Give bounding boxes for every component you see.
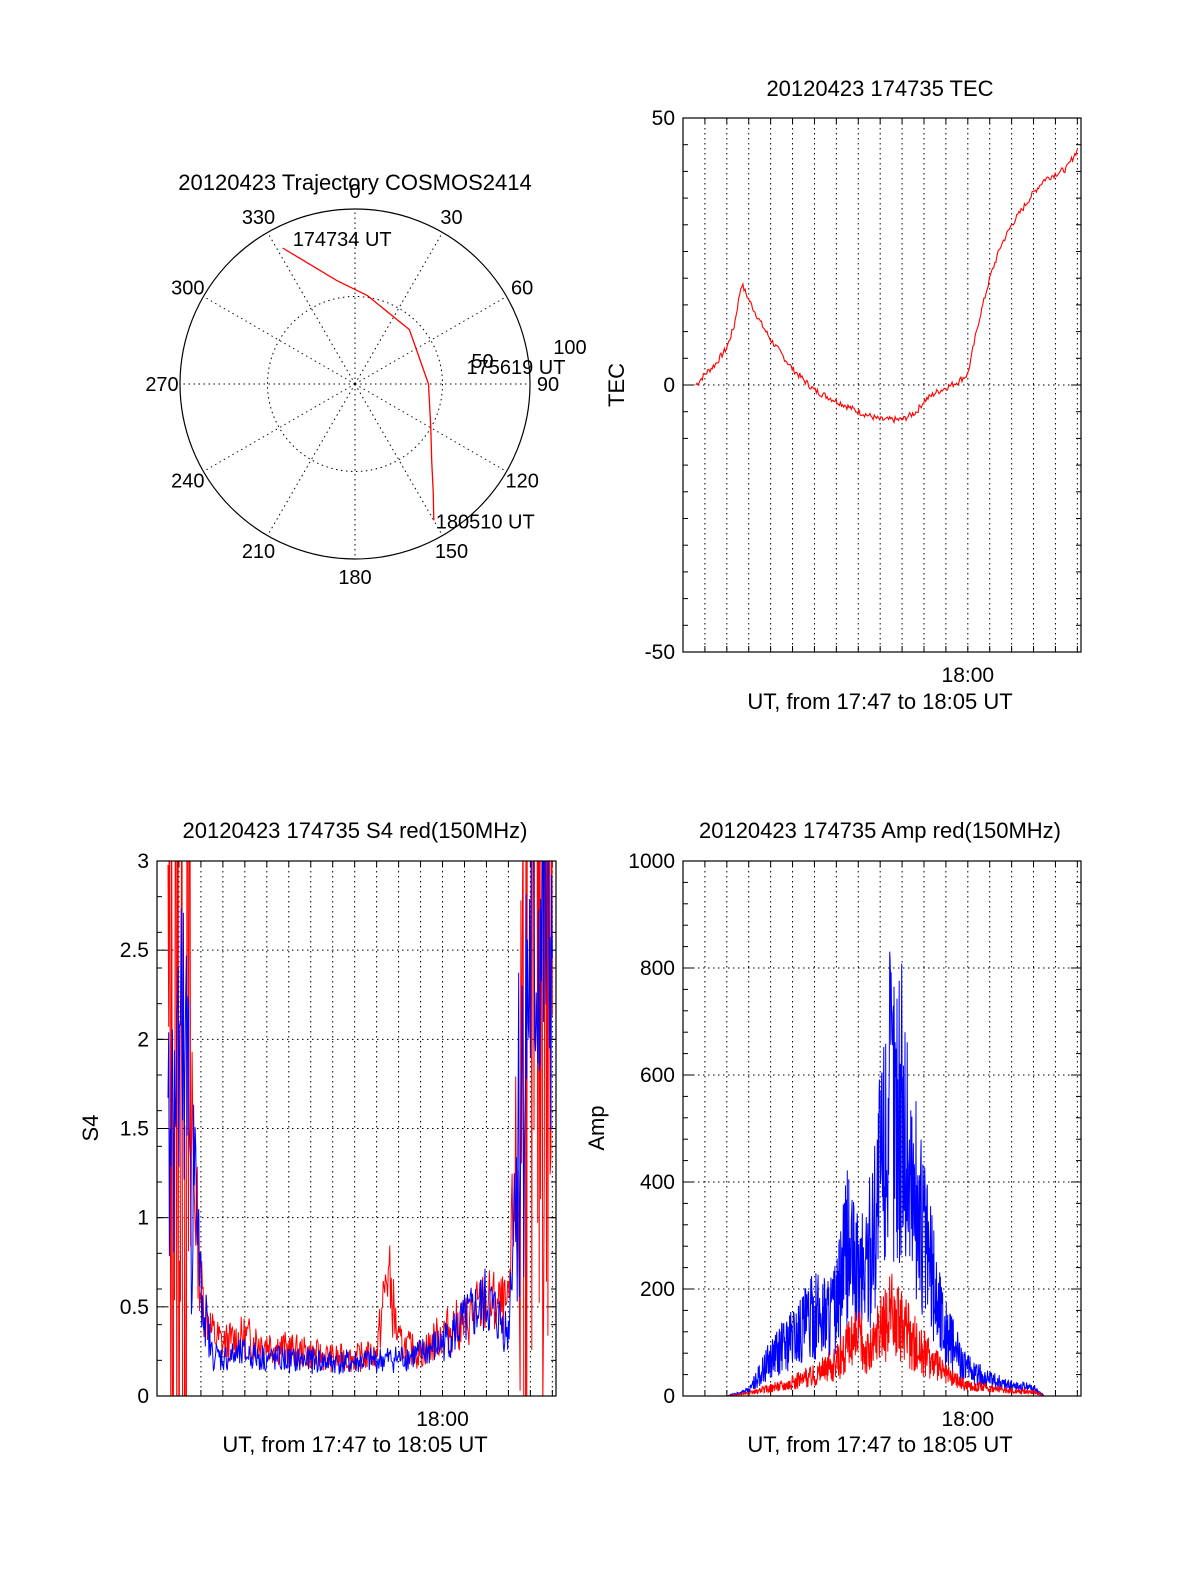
series-line-1: [167, 861, 553, 1396]
polar-spoke: [203, 296, 356, 385]
y-tick-label: 2.5: [120, 939, 149, 962]
y-tick-label: -50: [645, 641, 675, 664]
y-tick-label: 0.5: [120, 1296, 149, 1319]
y-tick-label: 50: [652, 107, 675, 130]
polar-angle-labels: 0 30 60 90 120 150 180 210 240 270 300 330: [145, 181, 559, 589]
trajectory-title: 20120423 Trajectory COSMOS2414: [178, 170, 531, 195]
polar-angle-label: 90: [537, 374, 559, 396]
s4-ylabel: S4: [78, 1115, 103, 1142]
polar-spoke: [203, 383, 356, 472]
x-tick-label: 18:00: [416, 1408, 469, 1431]
s4-title: 20120423 174735 S4 red(150MHz): [183, 818, 528, 843]
tec-panel: 20120423 174735 TEC TEC UT, from 17:47 t…: [604, 76, 1082, 714]
polar-grid: [179, 208, 531, 560]
polar-spoke: [267, 383, 356, 536]
y-tick-label: 1: [137, 1207, 149, 1230]
trajectory-polar-plot: 20120423 Trajectory COSMOS2414 0 30 60 90 12…: [145, 170, 586, 589]
y-tick-label: 3: [137, 850, 149, 873]
tec-ylabel: TEC: [604, 363, 629, 407]
y-tick-label: 800: [640, 957, 675, 980]
amp-ylabel: Amp: [584, 1105, 609, 1150]
polar-angle-label: 270: [145, 374, 178, 396]
series-line-1: [695, 149, 1078, 425]
polar-angle-label: 120: [505, 471, 538, 493]
tec-title: 20120423 174735 TEC: [766, 76, 993, 101]
s4-panel: 20120423 174735 S4 red(150MHz) S4 UT, fr…: [78, 818, 557, 1457]
polar-angle-label: 30: [440, 207, 462, 229]
series-line-2: [167, 861, 553, 1375]
polar-outer-ring: [179, 208, 531, 560]
amp-xlabel: UT, from 17:47 to 18:05 UT: [747, 1432, 1012, 1457]
polar-angle-label: 240: [171, 471, 204, 493]
y-tick-label: 0: [663, 1385, 675, 1408]
trajectory-time-label: 180510 UT: [436, 511, 535, 533]
polar-angle-label: 150: [435, 541, 468, 563]
plot-frame: [156, 860, 557, 1397]
trajectory-annotations: 174734 UT 175619 UT 180510 UT: [293, 229, 566, 533]
polar-angle-label: 210: [242, 541, 275, 563]
polar-angle-label: 180: [338, 567, 371, 589]
x-tick-label: 18:00: [942, 664, 995, 687]
y-tick-label: 1.5: [120, 1118, 149, 1141]
polar-angle-label: 0: [349, 181, 360, 203]
trajectory-time-label: 175619 UT: [467, 357, 566, 379]
trajectory-time-label: 174734 UT: [293, 229, 392, 251]
plot-frame: [682, 117, 1082, 653]
y-tick-label: 2: [137, 1028, 149, 1051]
polar-radius-labels: 50 100: [471, 337, 586, 373]
y-tick-label: 200: [640, 1278, 675, 1301]
plot-frame: [682, 860, 1082, 1397]
polar-radius-label: 50: [471, 351, 493, 373]
s4-xlabel: UT, from 17:47 to 18:05 UT: [222, 1432, 487, 1457]
polar-spoke: [354, 232, 443, 385]
polar-spoke: [354, 383, 443, 536]
y-tick-label: 400: [640, 1171, 675, 1194]
polar-spoke: [267, 232, 356, 385]
polar-angle-label: 330: [242, 207, 275, 229]
tec-xlabel: UT, from 17:47 to 18:05 UT: [747, 689, 1012, 714]
polar-inner-ring: [267, 296, 443, 472]
x-tick-label: 18:00: [942, 1408, 995, 1431]
trajectory-series: [282, 247, 435, 521]
polar-spoke: [354, 383, 507, 472]
amp-title: 20120423 174735 Amp red(150MHz): [699, 818, 1061, 843]
y-tick-label: 0: [663, 374, 675, 397]
polar-spoke: [354, 296, 507, 385]
polar-angle-label: 60: [511, 278, 533, 300]
polar-radius-label: 100: [553, 337, 586, 359]
polar-angle-label: 300: [171, 278, 204, 300]
y-tick-label: 1000: [628, 850, 675, 873]
y-tick-label: 0: [137, 1385, 149, 1408]
series-line-1: [683, 951, 1081, 1396]
amp-panel: 20120423 174735 Amp red(150MHz) Amp UT, …: [584, 818, 1082, 1457]
trajectory-line: [282, 247, 435, 521]
y-tick-label: 600: [640, 1064, 675, 1087]
series-line-2: [683, 1273, 1081, 1396]
